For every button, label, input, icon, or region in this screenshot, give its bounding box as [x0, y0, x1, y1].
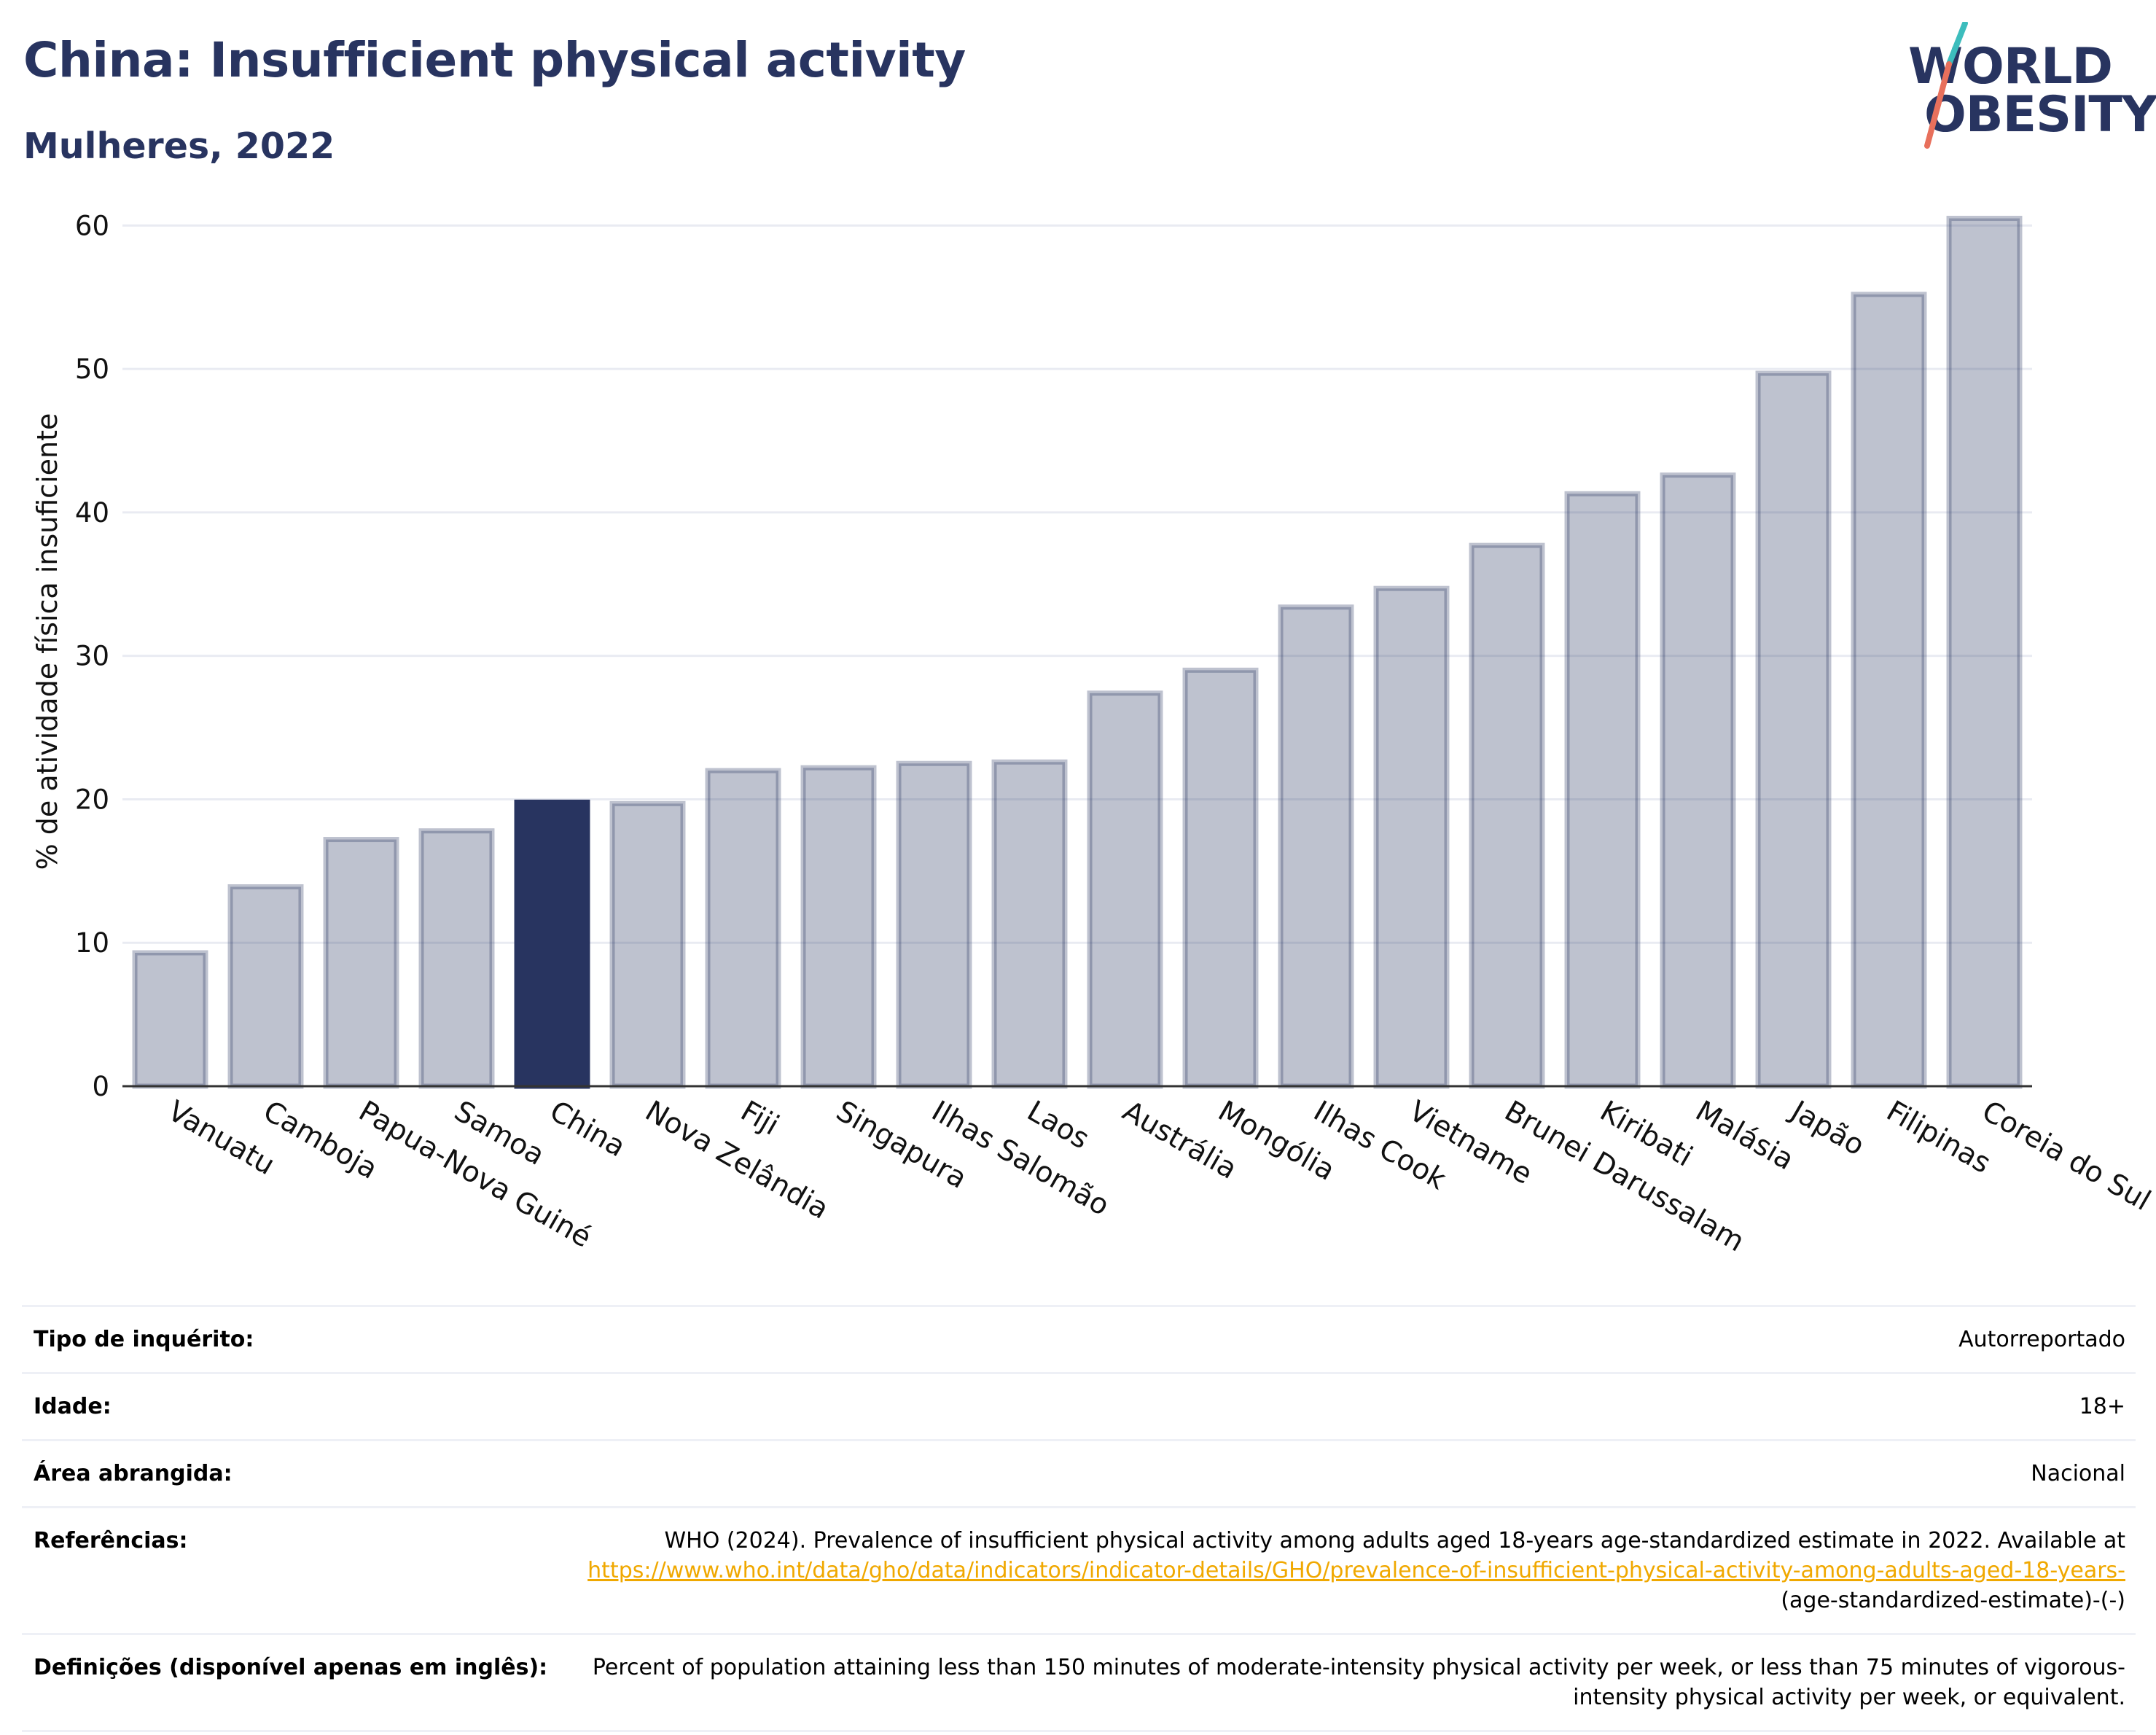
bar: [1469, 542, 1545, 1089]
info-label: Idade:: [34, 1394, 112, 1419]
bar: [705, 768, 781, 1089]
reference-link[interactable]: https://www.who.int/data/gho/data/indica…: [587, 1558, 2125, 1583]
bar: [609, 800, 686, 1089]
bar: [418, 828, 495, 1089]
info-row-area: Área abrangida: Nacional: [22, 1439, 2136, 1506]
bar: [1182, 667, 1259, 1089]
bar: [227, 884, 304, 1089]
chart-title: China: Insufficient physical activity: [23, 32, 966, 88]
x-tick-label: Filipinas: [1881, 1095, 1996, 1180]
bar: [1087, 690, 1163, 1089]
bar: [132, 950, 208, 1089]
info-label: Definições (disponível apenas em inglês)…: [34, 1655, 548, 1680]
x-tick-label: China: [544, 1095, 631, 1164]
bar: [800, 765, 877, 1089]
info-row-age: Idade: 18+: [22, 1372, 2136, 1439]
info-value: Percent of population attaining less tha…: [592, 1655, 2125, 1710]
bar-chart: 0 10 20 30 40 50 60 % de atividade física insuf…: [31, 210, 2156, 1258]
y-tick-label: 0: [92, 1071, 109, 1102]
info-value: WHO (2024). Prevalence of insufficient p…: [551, 1526, 2125, 1615]
x-tick-label: Malásia: [1690, 1095, 1800, 1177]
info-value: 18+: [2079, 1394, 2125, 1419]
info-value: Autorreportado: [1958, 1327, 2125, 1352]
bar: [514, 799, 590, 1089]
bar: [323, 837, 399, 1089]
y-tick-label: 50: [75, 354, 109, 385]
info-label: Referências:: [34, 1528, 188, 1553]
info-label: Tipo de inquérito:: [34, 1327, 254, 1352]
bar: [1946, 216, 2023, 1089]
bar: [1373, 585, 1450, 1089]
y-axis-label: % de atividade física insuficiente: [31, 413, 63, 870]
reference-text: WHO (2024). Prevalence of insufficient p…: [664, 1528, 2125, 1553]
y-tick-label: 40: [75, 497, 109, 529]
y-tick-label: 60: [75, 210, 109, 241]
info-row-definitions: Definições (disponível apenas em inglês)…: [22, 1633, 2136, 1732]
info-table: Tipo de inquérito: Autorreportado Idade:…: [22, 1305, 2136, 1732]
x-tick-label: Coreia do Sul: [1977, 1095, 2156, 1217]
logo-slash-icon: [1924, 22, 1968, 149]
bar: [991, 759, 1068, 1089]
y-tick-label: 10: [75, 927, 109, 959]
y-tick-label: 20: [75, 784, 109, 815]
info-label: Área abrangida:: [34, 1461, 233, 1486]
bar: [1851, 292, 1927, 1089]
chart-subtitle: Mulheres, 2022: [23, 125, 335, 167]
info-row-references: Referências: WHO (2024). Prevalence of i…: [22, 1506, 2136, 1633]
x-tick-label: Fiji: [735, 1095, 785, 1142]
bar: [1278, 604, 1354, 1089]
info-value: Nacional: [2031, 1461, 2125, 1486]
bar: [1660, 472, 1736, 1089]
info-row-survey-type: Tipo de inquérito: Autorreportado: [22, 1305, 2136, 1372]
y-tick-label: 30: [75, 641, 109, 672]
logo-word-obesity: OBESITY: [1924, 86, 2156, 144]
x-tick-label: Vanuatu: [163, 1095, 281, 1182]
bar: [1755, 370, 1832, 1089]
reference-text-after: (age-standardized-estimate)-(-): [1781, 1588, 2125, 1613]
x-tick-label: Nova Zelândia: [640, 1095, 835, 1226]
bar: [896, 760, 972, 1089]
world-obesity-logo: WORLD OBESITY: [1895, 22, 2156, 153]
bar: [1564, 491, 1641, 1089]
